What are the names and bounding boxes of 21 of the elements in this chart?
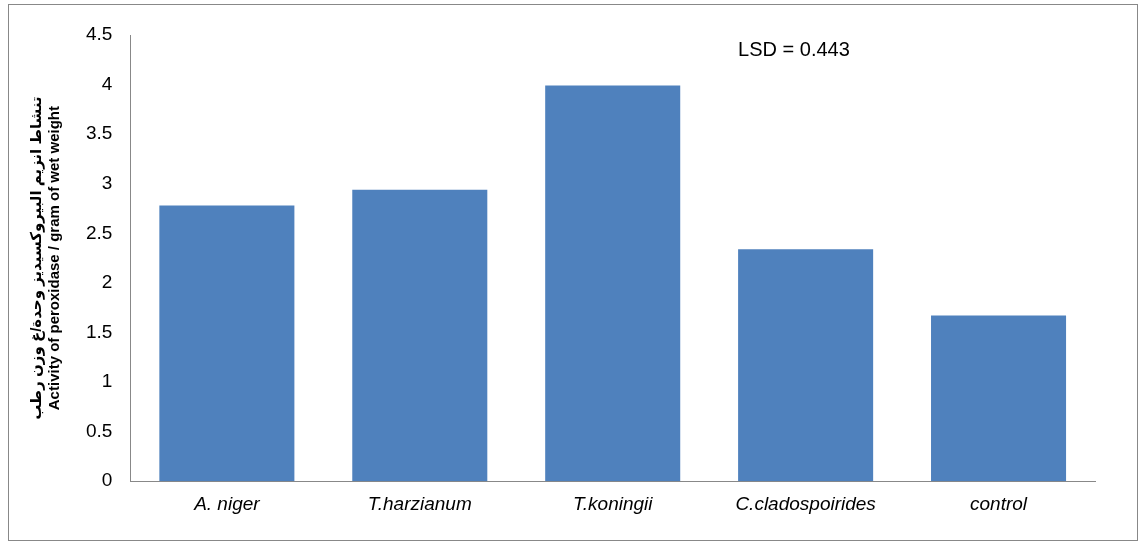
bar	[545, 85, 681, 482]
bar	[931, 315, 1067, 482]
y-tick-label: 4	[101, 72, 113, 94]
x-tick-label: C.cladospoirides	[735, 492, 877, 514]
x-tick-label: control	[970, 492, 1028, 514]
x-tick-label: A. niger	[193, 492, 261, 514]
y-tick-label: 1	[101, 370, 113, 392]
y-tick-label: 2	[101, 271, 113, 293]
y-tick-label: 3	[101, 171, 113, 193]
annotation: LSD = 0.443	[738, 37, 850, 60]
bar	[352, 189, 488, 482]
bar	[159, 205, 295, 482]
y-tick-label: 3.5	[85, 122, 113, 144]
bar	[738, 249, 874, 482]
y-tick-label: 2.5	[85, 221, 113, 243]
y-tick-label: 1.5	[85, 320, 113, 342]
y-tick-label: 4.5	[85, 23, 113, 45]
x-tick-label: T.harzianum	[367, 492, 472, 514]
x-tick-label: T.koningii	[572, 492, 654, 514]
y-tick-label: 0.5	[85, 419, 113, 441]
y-tick-label: 0	[101, 469, 113, 491]
